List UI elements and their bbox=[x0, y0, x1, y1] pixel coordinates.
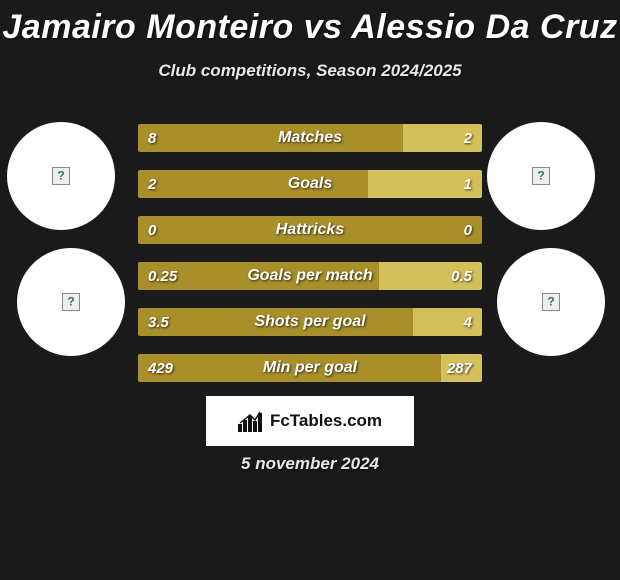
stat-bar-left bbox=[138, 216, 482, 244]
logo-text: FcTables.com bbox=[270, 411, 382, 431]
image-placeholder-icon bbox=[542, 293, 560, 311]
stat-bar-right bbox=[368, 170, 482, 198]
stat-bar-left bbox=[138, 124, 403, 152]
image-placeholder-icon bbox=[62, 293, 80, 311]
stat-bar-right bbox=[413, 308, 482, 336]
avatar-left-bottom bbox=[17, 248, 125, 356]
image-placeholder-icon bbox=[52, 167, 70, 185]
stat-bar-right bbox=[403, 124, 482, 152]
page-title: Jamairo Monteiro vs Alessio Da Cruz bbox=[0, 0, 620, 47]
date-label: 5 november 2024 bbox=[0, 454, 620, 474]
stat-bar-left bbox=[138, 354, 441, 382]
stat-row: 3.54Shots per goal bbox=[138, 308, 482, 336]
logo-box: FcTables.com bbox=[206, 396, 414, 446]
stat-bar-left bbox=[138, 308, 413, 336]
avatar-right-top bbox=[487, 122, 595, 230]
stat-bar-left bbox=[138, 170, 368, 198]
stat-bar-right bbox=[441, 354, 482, 382]
comparison-chart: 82Matches 21Goals 00Hattricks 0.250.5Goals … bbox=[138, 124, 482, 400]
stat-row: 0.250.5Goals per match bbox=[138, 262, 482, 290]
stat-row: 82Matches bbox=[138, 124, 482, 152]
avatar-left-top bbox=[7, 122, 115, 230]
stat-row: 00Hattricks bbox=[138, 216, 482, 244]
stat-row: 429287Min per goal bbox=[138, 354, 482, 382]
stat-bar-right bbox=[379, 262, 482, 290]
image-placeholder-icon bbox=[532, 167, 550, 185]
stat-bar-left bbox=[138, 262, 379, 290]
stat-row: 21Goals bbox=[138, 170, 482, 198]
fctables-logo-icon bbox=[238, 410, 266, 432]
subtitle: Club competitions, Season 2024/2025 bbox=[0, 61, 620, 81]
avatar-right-bottom bbox=[497, 248, 605, 356]
